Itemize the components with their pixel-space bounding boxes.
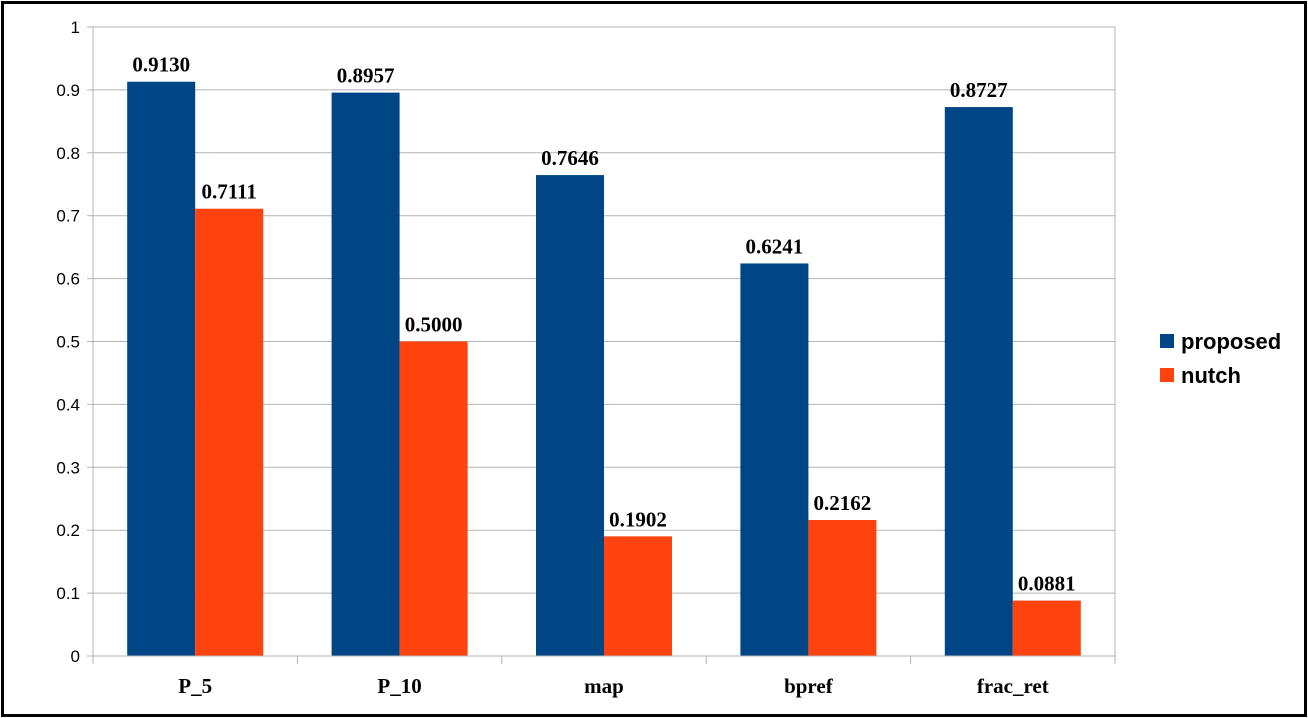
y-tick-label: 1 bbox=[71, 18, 80, 37]
bar-proposed bbox=[740, 263, 809, 656]
y-tick-label: 0.1 bbox=[56, 584, 80, 603]
x-axis: P_5 P_10 map bpref frac_ret bbox=[92, 655, 1116, 698]
y-tick-label: 0.4 bbox=[56, 395, 80, 414]
y-tick-label: 0.6 bbox=[56, 270, 80, 289]
y-tick-label: 0.2 bbox=[56, 521, 80, 540]
data-label: 0.5000 bbox=[405, 313, 463, 337]
legend-label-nutch: nutch bbox=[1181, 363, 1241, 388]
data-label: 0.7646 bbox=[541, 146, 599, 170]
x-tick-label: frac_ret bbox=[977, 674, 1049, 698]
y-tick-label: 0 bbox=[71, 647, 80, 666]
bars bbox=[127, 81, 1081, 657]
legend-swatch-nutch bbox=[1160, 368, 1174, 382]
x-tick-label: bpref bbox=[784, 674, 834, 698]
y-axis-ticks: 0 0.1 0.2 0.3 0.4 0.5 0.6 0.7 0.8 0.9 1 bbox=[56, 18, 80, 666]
y-tick-label: 0.9 bbox=[56, 81, 80, 100]
bar-proposed bbox=[331, 92, 400, 657]
data-label: 0.6241 bbox=[746, 234, 804, 258]
y-tick-label: 0.8 bbox=[56, 144, 80, 163]
legend-swatch-proposed bbox=[1160, 334, 1174, 348]
data-label: 0.8957 bbox=[337, 64, 395, 88]
bar-nutch bbox=[1012, 600, 1081, 656]
bar-proposed bbox=[944, 107, 1013, 656]
data-labels: 0.9130 0.7111 0.8957 0.5000 0.7646 0.1902 0.62… bbox=[132, 53, 1075, 596]
y-tick-label: 0.5 bbox=[56, 333, 80, 352]
bar-proposed bbox=[536, 175, 604, 657]
data-label: 0.7111 bbox=[201, 180, 256, 204]
data-label: 0.1902 bbox=[609, 507, 667, 531]
bar-nutch bbox=[399, 341, 468, 656]
data-label: 0.9130 bbox=[132, 53, 190, 77]
data-label: 0.0881 bbox=[1018, 572, 1076, 596]
bar-nutch bbox=[808, 520, 877, 656]
y-tick-label: 0.3 bbox=[56, 458, 80, 477]
y-tick-label: 0.7 bbox=[56, 207, 80, 226]
x-tick-label: P_5 bbox=[178, 674, 212, 698]
bar-proposed bbox=[127, 81, 196, 656]
bar-nutch bbox=[604, 536, 672, 656]
x-tick-label: P_10 bbox=[377, 674, 421, 698]
data-label: 0.2162 bbox=[814, 491, 872, 515]
legend-label-proposed: proposed bbox=[1181, 329, 1281, 354]
x-tick-label: map bbox=[584, 674, 624, 698]
legend: proposed nutch bbox=[1160, 329, 1281, 388]
bar-nutch bbox=[195, 208, 264, 657]
data-label: 0.8727 bbox=[950, 78, 1008, 102]
